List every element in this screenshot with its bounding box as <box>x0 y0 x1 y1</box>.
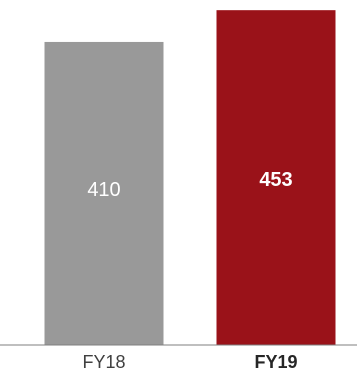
bar-fy19 <box>216 10 336 345</box>
tick-label-fy18: FY18 <box>82 352 125 372</box>
bars-group <box>44 10 336 346</box>
tick-label-fy19: FY19 <box>254 352 297 372</box>
data-label-fy19: 453 <box>259 169 292 191</box>
bar-fy18 <box>44 41 164 346</box>
data-label-fy18: 410 <box>87 179 120 201</box>
value-labels-group: 410 453 <box>87 169 292 201</box>
tick-labels-group: FY18 FY19 <box>82 352 297 372</box>
